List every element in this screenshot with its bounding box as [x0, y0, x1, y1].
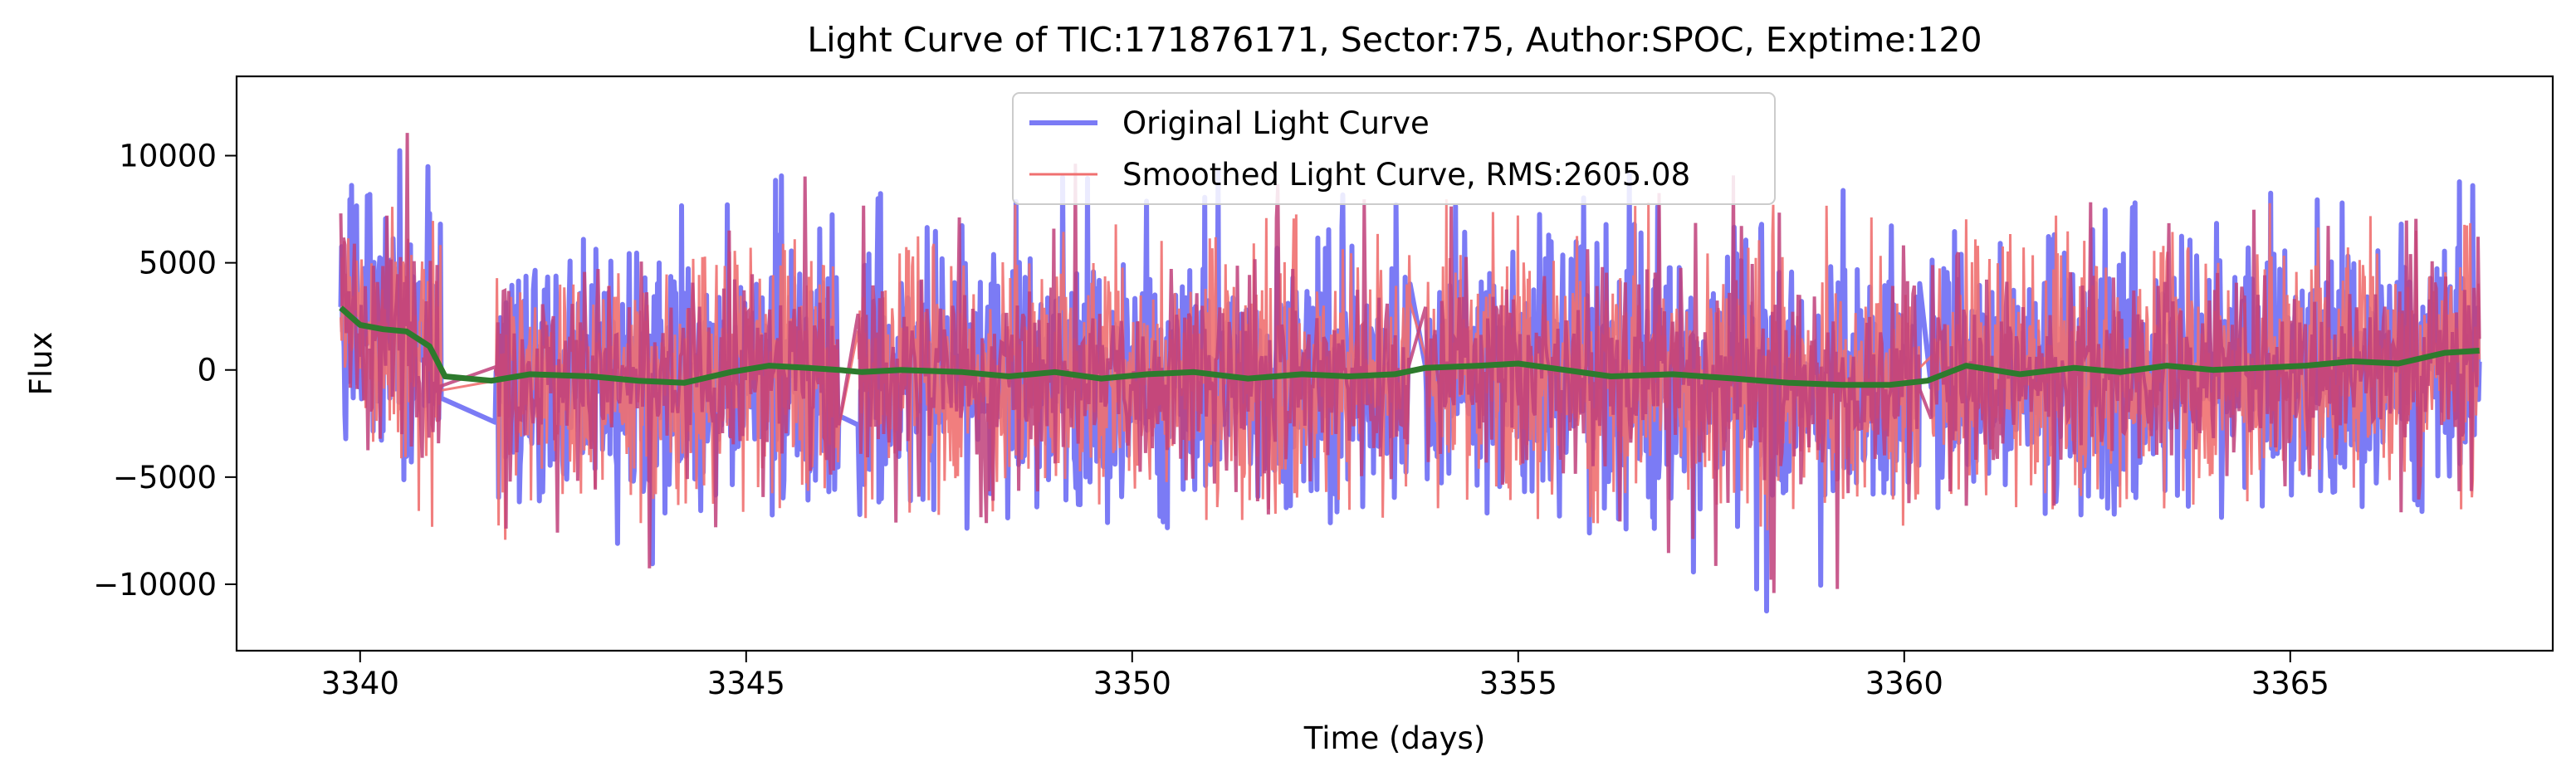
- legend-label-original: Original Light Curve: [1122, 105, 1430, 141]
- x-axis-ticks: 3340 3345 3350 3355 3360 3365: [321, 651, 2329, 701]
- y-tick-label: −5000: [113, 460, 217, 495]
- legend-box: [1012, 92, 1776, 205]
- plot-frame: [235, 75, 2554, 652]
- y-axis-label: Flux: [23, 332, 59, 396]
- y-tick-label: 10000: [119, 139, 217, 174]
- y-tick-label: −10000: [93, 567, 217, 603]
- legend: Original Light Curve Smoothed Light Curv…: [1012, 92, 1776, 205]
- trend-line: [339, 305, 2480, 388]
- chart-title: Light Curve of TIC:171876171, Sector:75,…: [807, 20, 1982, 60]
- y-tick-label: 0: [197, 353, 217, 388]
- y-axis-ticks: −10000 −5000 0 5000 10000: [93, 139, 237, 603]
- x-tick-label: 3350: [1093, 666, 1171, 701]
- x-tick-label: 3365: [2251, 666, 2329, 701]
- x-tick-label: 3340: [321, 666, 399, 701]
- x-tick-label: 3360: [1865, 666, 1943, 701]
- y-tick-label: 5000: [139, 246, 217, 281]
- x-axis-label: Time (days): [1303, 720, 1486, 756]
- plot-area: [338, 133, 2482, 614]
- trend-curve-series: [339, 305, 2480, 388]
- legend-label-smoothed: Smoothed Light Curve, RMS:2605.08: [1122, 157, 1690, 193]
- x-tick-label: 3355: [1479, 666, 1557, 701]
- x-tick-label: 3345: [707, 666, 785, 701]
